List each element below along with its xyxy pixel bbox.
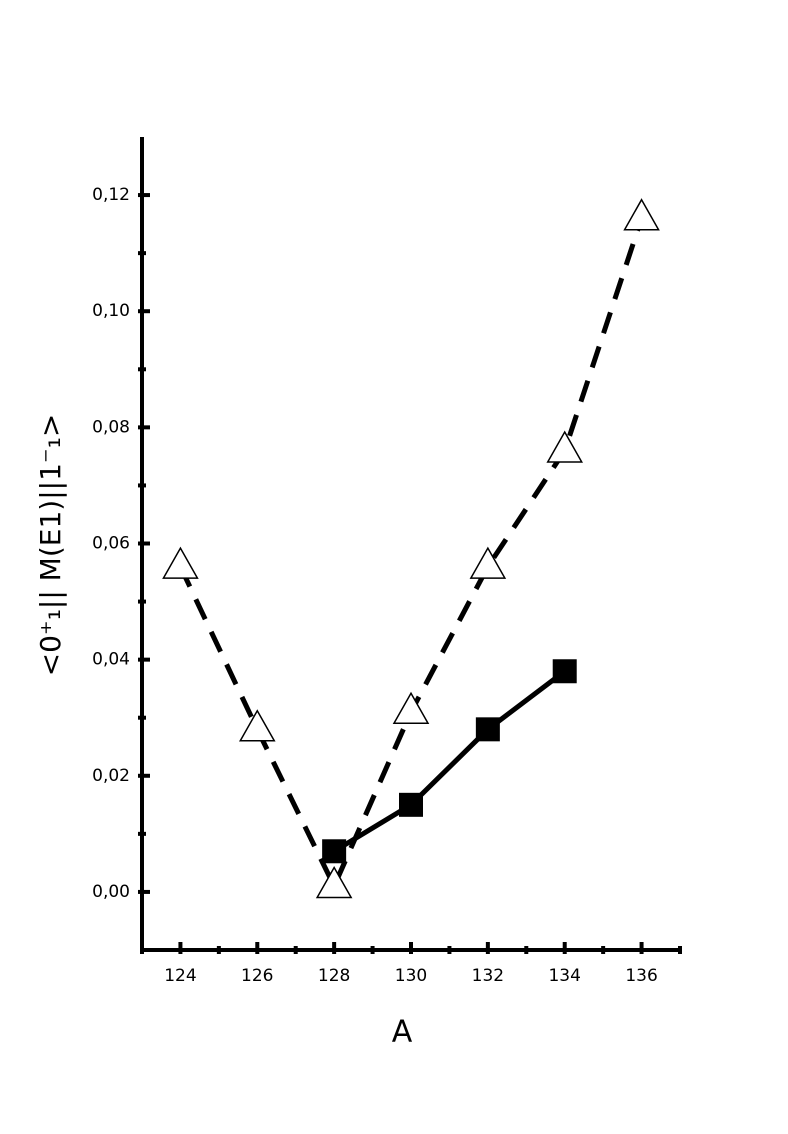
triangle-marker [238, 709, 276, 742]
y-tick-label: 0,10 [92, 301, 130, 321]
series-line [178, 217, 644, 893]
x-axis-label: A [392, 1015, 413, 1050]
x-tick-label: 124 [164, 966, 196, 986]
triangle-marker [392, 691, 430, 725]
x-tick-label: 126 [241, 966, 273, 986]
triangle-marker [546, 430, 584, 463]
triangle-marker [162, 546, 199, 579]
x-tick-label: 130 [395, 966, 427, 986]
y-tick-label: 0,06 [92, 534, 130, 554]
y-tick-label: 0,12 [92, 185, 130, 205]
y-tick-label: 0,08 [92, 417, 130, 437]
x-tick-label: 128 [318, 966, 350, 986]
triangle-marker [623, 198, 660, 231]
square-marker [552, 659, 577, 684]
square-marker [322, 839, 347, 864]
y-axis-label: <0⁺₁|| M(E1)||1⁻₁> [34, 414, 67, 677]
x-tick-label: 134 [548, 966, 580, 986]
y-tick-label: 0,04 [92, 650, 130, 670]
square-marker [475, 717, 500, 742]
y-tick-label: 0,00 [92, 882, 130, 902]
triangle-marker [315, 865, 353, 899]
x-tick-label: 132 [472, 966, 504, 986]
x-tick-label: 136 [625, 966, 657, 986]
triangle-marker [469, 546, 507, 579]
y-tick-label: 0,02 [92, 766, 130, 786]
square-marker [399, 792, 423, 817]
series-line [332, 669, 567, 854]
